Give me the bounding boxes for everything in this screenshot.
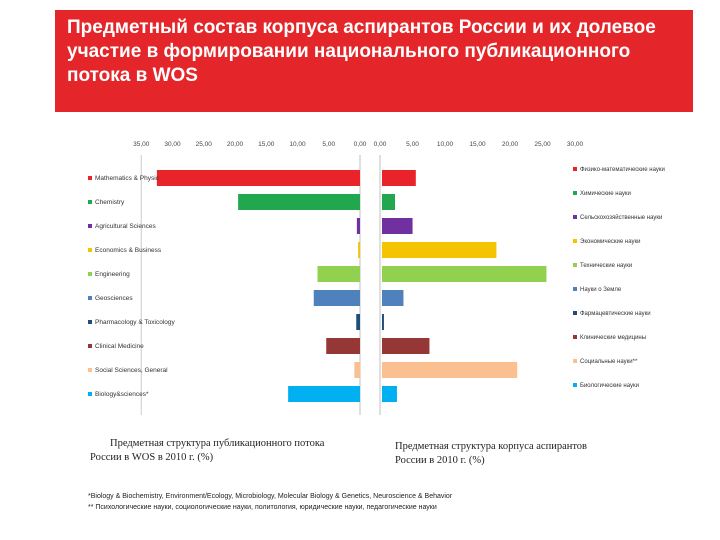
footnote-1: *Biology & Biochemistry, Environment/Eco…: [88, 493, 453, 500]
right-tick-label: 15,00: [469, 141, 486, 148]
left-tick-label: 5,00: [322, 141, 335, 148]
left-legend-label: Economics & Business: [95, 247, 162, 254]
right-legend-marker: [573, 263, 577, 267]
footnotes: *Biology & Biochemistry, Environment/Eco…: [88, 491, 452, 513]
left-bar: [313, 290, 360, 306]
left-bar: [288, 386, 360, 402]
right-legend-label: Фармацевтические науки: [580, 311, 651, 317]
right-legend-marker: [573, 167, 577, 171]
right-caption-line1: Предметная структура корпуса аспирантов: [395, 441, 588, 452]
left-legend-label: Clinical Medicine: [95, 343, 144, 350]
right-tick-label: 30,00: [567, 141, 584, 148]
right-bar: [382, 362, 518, 378]
right-caption-line2: России в 2010 г. (%): [395, 455, 485, 466]
left-legend-marker: [88, 392, 92, 396]
right-bar: [382, 242, 497, 258]
right-legend-label: Экономические науки: [580, 239, 640, 245]
left-tick-label: 20,00: [227, 141, 244, 148]
left-tick-label: 30,00: [164, 141, 181, 148]
left-caption-line1: Предметная структура публикационного пот…: [110, 438, 325, 449]
right-legend-marker: [573, 239, 577, 243]
right-bar: [382, 290, 404, 306]
left-tick-label: 15,00: [258, 141, 275, 148]
left-caption-line2: России в WOS в 2010 г. (%): [90, 452, 214, 463]
left-tick-label: 0,00: [354, 141, 367, 148]
left-legend-marker: [88, 176, 92, 180]
right-legend-label: Физико-математические науки: [580, 167, 665, 173]
right-tick-label: 20,00: [502, 141, 519, 148]
left-legend-marker: [88, 344, 92, 348]
right-bar: [382, 338, 430, 354]
right-legend-label: Науки о Земле: [580, 287, 622, 293]
left-legend-label: Pharmacology & Toxicology: [95, 319, 175, 326]
left-bar: [317, 266, 360, 282]
right-bar: [382, 218, 413, 234]
right-bar: [382, 170, 416, 186]
right-legend-label: Сельскохозяйственные науки: [580, 214, 662, 221]
left-chart-caption: Предметная структура публикационного пот…: [90, 437, 360, 465]
left-legend-marker: [88, 368, 92, 372]
right-legend-label: Социальные науки**: [580, 359, 638, 365]
left-tick-label: 35,00: [133, 141, 150, 148]
right-tick-label: 0,00: [374, 141, 387, 148]
right-tick-label: 25,00: [534, 141, 551, 148]
right-legend-marker: [573, 311, 577, 315]
right-legend-marker: [573, 335, 577, 339]
left-legend-label: Engineering: [95, 271, 130, 278]
left-legend-marker: [88, 224, 92, 228]
left-bar: [356, 314, 360, 330]
right-bar: [382, 386, 397, 402]
right-bar: [382, 314, 384, 330]
left-legend-marker: [88, 272, 92, 276]
left-legend-label: Geosciences: [95, 295, 133, 302]
left-bar: [358, 242, 360, 258]
right-legend-label: Клинические медицины: [580, 335, 646, 341]
left-legend-label: Agricultural Sciences: [95, 223, 156, 230]
left-legend-label: Biology&sciences*: [95, 391, 149, 398]
left-legend-marker: [88, 248, 92, 252]
left-legend-label: Chemistry: [95, 199, 125, 206]
right-legend-label: Технические науки: [580, 263, 632, 269]
left-bar: [326, 338, 360, 354]
left-bar: [356, 218, 360, 234]
left-legend-label: Social Sciences, General: [95, 367, 168, 374]
page-title: Предметный состав корпуса аспирантов Рос…: [67, 17, 656, 86]
right-legend-marker: [573, 191, 577, 195]
left-tick-label: 25,00: [196, 141, 213, 148]
left-legend-label: Mathematics & Physic: [95, 175, 160, 182]
right-tick-label: 5,00: [406, 141, 419, 148]
right-legend-marker: [573, 359, 577, 363]
left-bar: [354, 362, 360, 378]
right-chart-caption: Предметная структура корпуса аспирантов …: [395, 440, 695, 468]
right-legend-marker: [573, 287, 577, 291]
right-bar: [382, 266, 547, 282]
right-bar: [382, 194, 395, 210]
left-tick-label: 10,00: [289, 141, 306, 148]
title-band: Предметный состав корпуса аспирантов Рос…: [55, 10, 693, 112]
right-legend-marker: [573, 215, 577, 219]
footnote-2: ** Психологические науки, социологически…: [88, 504, 437, 511]
right-legend-label: Биологические науки: [580, 383, 639, 389]
left-bar: [238, 194, 360, 210]
right-legend-label: Химические науки: [580, 191, 631, 197]
left-legend-marker: [88, 296, 92, 300]
left-legend-marker: [88, 200, 92, 204]
left-legend-marker: [88, 320, 92, 324]
right-tick-label: 10,00: [437, 141, 454, 148]
right-legend-marker: [573, 383, 577, 387]
left-bar: [156, 170, 360, 186]
